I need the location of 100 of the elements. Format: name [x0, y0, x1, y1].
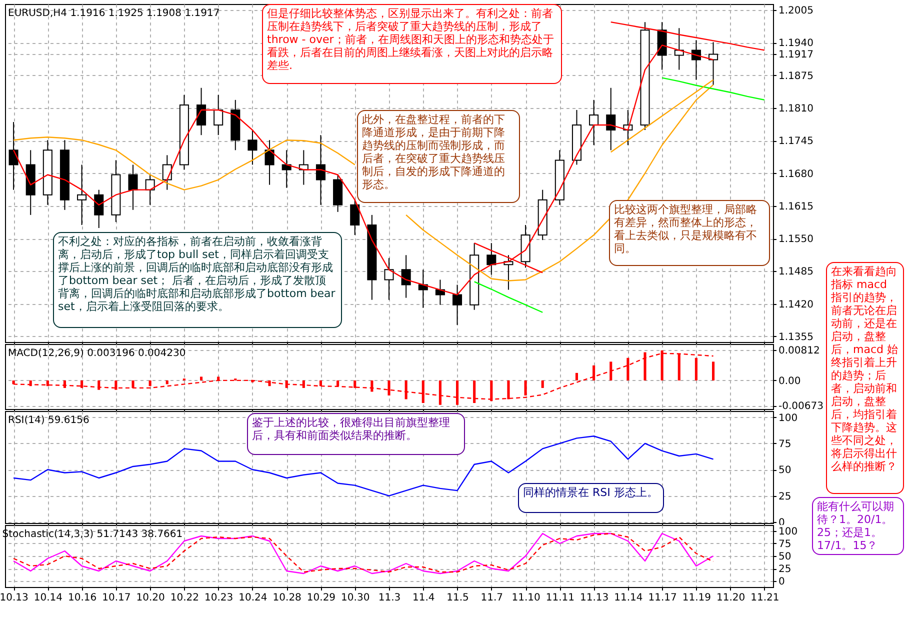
bar — [268, 380, 271, 386]
x-tick-label: 11.5 — [446, 592, 469, 604]
chart-title: RSI(14) 59.6156 — [8, 415, 90, 426]
y-tick-label: 1.1550 — [778, 234, 814, 246]
x-tick-label: 11.7 — [480, 592, 504, 604]
y-tick-label: 50 — [778, 552, 792, 562]
x-tick-label: 11.10 — [512, 592, 540, 604]
bar — [80, 380, 84, 388]
y-tick-label: 1.1485 — [778, 266, 814, 278]
annotation: 鉴于上述的比较，很难得出目前旗型整理后，具有和前面类似结果的推断。 — [247, 413, 465, 455]
bar — [132, 380, 134, 388]
x-tick-label: 11.11 — [546, 592, 574, 604]
bar — [575, 372, 578, 380]
candlestick — [606, 87, 616, 151]
y-tick-label: 1.1615 — [778, 201, 814, 212]
bar — [694, 358, 698, 380]
candlestick — [589, 99, 599, 146]
bar — [541, 380, 544, 388]
y-tick-label: 25 — [778, 564, 792, 575]
bar — [319, 380, 322, 386]
line-series — [661, 77, 766, 101]
bar — [302, 380, 305, 388]
candlestick — [77, 164, 87, 226]
candlestick — [196, 87, 206, 136]
bar — [166, 380, 168, 384]
y-tick-label: 1.1875 — [778, 70, 814, 82]
bar — [148, 380, 152, 386]
candlestick — [248, 130, 258, 166]
x-tick-label: 10.23 — [204, 592, 234, 604]
candlestick — [384, 258, 394, 300]
bar — [712, 362, 715, 380]
bar — [200, 376, 203, 380]
y-tick-label: 0.00812 — [778, 345, 820, 356]
candlestick — [162, 154, 172, 190]
candlestick — [8, 122, 18, 190]
line-series — [474, 242, 544, 274]
candlestick — [708, 42, 718, 86]
x-tick-label: 10.13 — [0, 592, 28, 604]
annotation: 不利之处：对应的各指标，前者在启动前，收敛看涨背离，启动后，形成了top bull set，同样启示着回调受支撑后上涨的前景，回调后的临时底部和启动底部没有形成了bottom bear set； 后者，在启动后，形成了发散顶背离，回调后的临时底部和启动底部形成了bottom bear set，启示着上涨受阻回落的要求。 — [53, 232, 342, 328]
bar — [610, 362, 612, 380]
y-tick-label: 50 — [778, 465, 792, 476]
chart-title: MACD(12,26,9) 0.003196 0.004230 — [8, 348, 186, 359]
x-tick-label: 10.30 — [341, 592, 370, 604]
bar — [217, 376, 220, 380]
y-tick-label: 1.1420 — [778, 299, 814, 310]
x-tick-label: 10.20 — [136, 592, 165, 604]
y-tick-label: 1.1745 — [778, 136, 814, 148]
bar — [114, 380, 118, 390]
x-tick-label: 10.22 — [170, 592, 200, 604]
x-tick-label: 11.13 — [580, 592, 609, 604]
bar — [46, 380, 49, 386]
y-tick-label: 1.1810 — [778, 103, 814, 114]
x-tick-label: 10.17 — [102, 592, 131, 604]
y-tick-label: 1.2005 — [778, 6, 814, 17]
chart-title: EURUSD,H4 1.1916 1.1925 1.1908 1.1917 — [8, 8, 220, 19]
y-tick-label: 1.1355 — [778, 332, 814, 343]
bar — [626, 358, 630, 380]
line-series — [474, 281, 544, 313]
y-tick-label: 75 — [778, 539, 792, 550]
y-tick-label: 1.1680 — [778, 168, 814, 180]
candlestick — [316, 134, 326, 206]
bar — [524, 380, 527, 396]
y-tick-label: -0.00673 — [778, 401, 824, 412]
candlestick — [264, 140, 274, 186]
x-tick-label: 11.3 — [378, 592, 401, 604]
y-tick-label: 100 — [778, 526, 798, 538]
y-tick-label: 1.1917 — [778, 50, 814, 61]
bar — [592, 365, 596, 380]
annotation: 但是仔细比较整体势态，区别显示出来了。有利之处：前者压制在趋势线下，后者突破了重大趋势线的压制，形成了 throw - over；前者，在周线图和天图上的形态和势态处于看跌，后者在目前的周图上继续看涨，天图上对此的启示略差些. — [262, 4, 562, 84]
candlestick — [128, 164, 138, 210]
x-tick-label: 10.14 — [34, 592, 62, 604]
text: 能有什么可以期待？1。20/1。25；还是1。17/1。15？ — [812, 497, 904, 555]
y-tick-label: 25 — [778, 491, 792, 502]
y-tick-label: 1.1940 — [778, 38, 814, 50]
x-tick-label: 10.28 — [272, 592, 302, 604]
x-tick-label: 10.16 — [68, 592, 97, 604]
line-series — [610, 79, 714, 153]
candlestick — [401, 254, 411, 298]
y-tick-label: 0 — [778, 576, 785, 588]
candlestick — [486, 242, 496, 276]
x-tick-label: 11.21 — [750, 592, 780, 604]
x-tick-label: 10.24 — [238, 592, 268, 604]
bar — [336, 380, 340, 386]
text: 在来看看趋向指标 macd 指引的趋势，前者无论在启动前，还是在启动，盘整后，macd 始终指引着上升的趋势；后者，启动前和启动，盘整后，均指引着下降趋势。这些不同之处，将启示得出什么样的推断？ — [831, 265, 898, 473]
y-tick-label: 100 — [778, 412, 798, 424]
line-series — [610, 21, 766, 51]
x-tick-label: 11.14 — [614, 592, 643, 604]
annotation: 此外，在盘整过程，前者的下降通道形成，是由于前期下降趋势线的压制而强制形成，而后者，在突破了重大趋势线压制后，自发的形成下降通道的形态。 — [357, 110, 520, 203]
candlestick — [452, 284, 462, 326]
bar — [354, 380, 356, 388]
candlestick — [350, 199, 360, 236]
x-tick-label: 11.4 — [412, 592, 435, 604]
y-tick-label: 0.00 — [778, 376, 801, 387]
bar — [388, 380, 390, 396]
annotation: 比较这两个旗型整理，局部略有差异，然而整体上的形态，看上去类似，只是规模略有不同。 — [609, 200, 770, 266]
x-tick-label: 10.29 — [306, 592, 336, 604]
x-tick-label: 11.20 — [716, 592, 746, 604]
annotation: 同样的情景在 RSI 形态上。 — [518, 483, 664, 513]
x-tick-label: 11.17 — [648, 592, 677, 604]
y-tick-label: 75 — [778, 438, 792, 450]
